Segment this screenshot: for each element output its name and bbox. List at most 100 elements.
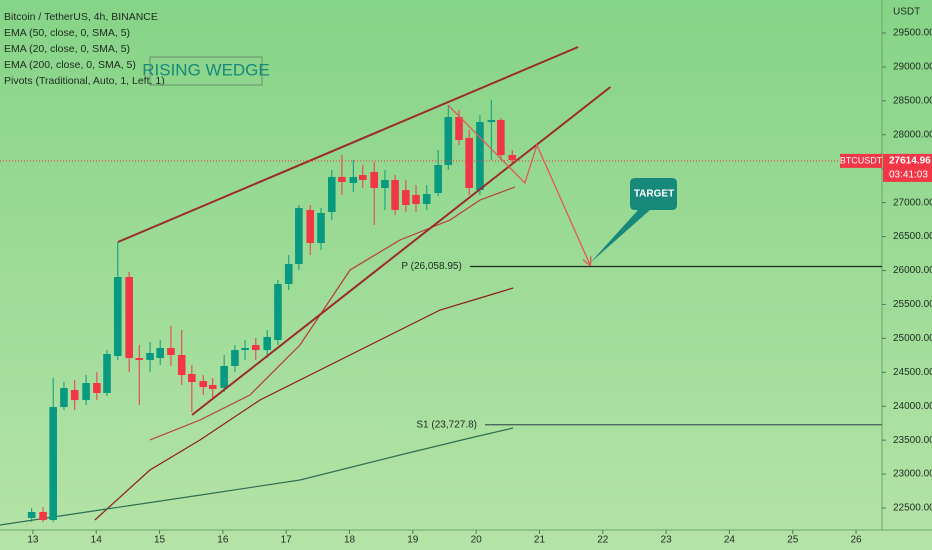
currency-label: USDT <box>893 7 920 18</box>
candle-body <box>434 164 442 193</box>
y-tick-label: 25500.00 <box>893 299 932 310</box>
pattern-label: RISING WEDGE <box>142 60 270 79</box>
chart-title: Bitcoin / TetherUS, 4h, BINANCE <box>4 11 158 23</box>
pivot-label: P (26,058.95) <box>401 261 461 272</box>
legend-entry: EMA (200, close, 0, SMA, 5) <box>4 59 136 71</box>
candle-body <box>274 284 282 340</box>
price-label: 27614.96 <box>889 156 931 167</box>
candle-body <box>476 122 484 191</box>
x-tick-label: 24 <box>724 535 736 546</box>
wedge-line <box>117 46 579 243</box>
x-tick-label: 19 <box>407 535 419 546</box>
symbol-tag <box>840 153 882 168</box>
candle-body <box>370 171 379 188</box>
candle-body <box>231 350 239 366</box>
y-tick-label: 28000.00 <box>893 129 932 140</box>
candle-body <box>70 390 79 401</box>
candle-body <box>465 137 473 188</box>
y-tick-label: 29000.00 <box>893 62 932 73</box>
candle-body <box>241 347 249 351</box>
x-tick-label: 26 <box>850 535 862 546</box>
ema-line <box>94 287 514 521</box>
wedge-line <box>191 86 612 416</box>
projection-arrow <box>447 104 590 265</box>
y-tick-label: 26500.00 <box>893 231 932 242</box>
candle-body <box>444 116 453 165</box>
candle-body <box>295 207 303 264</box>
pivot-label: S1 (23,727.8) <box>416 419 477 430</box>
candle-body <box>146 353 154 361</box>
symbol-label: BTCUSDT <box>840 155 883 165</box>
ema-line <box>0 427 514 526</box>
x-tick-label: 25 <box>787 535 799 546</box>
candle-body <box>381 179 389 188</box>
target-label: TARGET <box>634 189 674 200</box>
y-tick-label: 26000.00 <box>893 265 932 276</box>
candle-body <box>391 179 399 210</box>
y-tick-label: 23000.00 <box>893 469 932 480</box>
candle-body <box>317 213 325 244</box>
candle-body <box>306 209 315 244</box>
candle-body <box>135 358 144 361</box>
candle-body <box>327 176 336 212</box>
candle-body <box>338 176 346 183</box>
candle-body <box>455 116 463 140</box>
candle-body <box>220 365 228 389</box>
indicator-label: Pivots (Traditional, Auto, 1, Left, 1) <box>4 75 165 87</box>
x-tick-label: 15 <box>154 535 166 546</box>
y-tick-label: 24000.00 <box>893 401 932 412</box>
candle-body <box>487 119 496 123</box>
y-tick-label: 22500.00 <box>893 503 932 514</box>
candle-body <box>251 345 260 351</box>
pattern-box <box>149 56 263 86</box>
y-tick-label: 23500.00 <box>893 435 932 446</box>
legend-entry: EMA (20, close, 0, SMA, 5) <box>4 43 130 55</box>
x-tick-label: 22 <box>597 535 609 546</box>
candle-body <box>60 388 68 408</box>
candle-body <box>199 381 208 388</box>
x-tick-label: 21 <box>534 535 546 546</box>
y-tick-label: 25000.00 <box>893 333 932 344</box>
candle-body <box>49 407 57 521</box>
candle-body <box>177 354 186 376</box>
candle-body <box>82 383 90 401</box>
target-callout <box>590 178 677 263</box>
candle-body <box>27 512 36 518</box>
y-tick-label: 28500.00 <box>893 95 932 106</box>
candle-body <box>349 176 358 184</box>
candle-body <box>167 347 175 355</box>
candle-body <box>156 347 164 359</box>
y-tick-label: 29500.00 <box>893 28 932 39</box>
candle-body <box>39 512 47 521</box>
candle-body <box>497 119 505 155</box>
candle-body <box>284 263 293 285</box>
candle-body <box>263 337 271 351</box>
plot <box>0 46 882 526</box>
x-tick-label: 17 <box>281 535 293 546</box>
candle-body <box>402 190 410 206</box>
x-tick-label: 13 <box>27 535 39 546</box>
y-tick-label: 27000.00 <box>893 197 932 208</box>
x-tick-label: 18 <box>344 535 356 546</box>
candle-body <box>359 175 367 180</box>
candle-body <box>113 277 122 357</box>
candle-body <box>103 354 111 393</box>
ema-line <box>149 186 516 441</box>
candle-body <box>188 373 196 382</box>
price-tag <box>883 153 932 182</box>
x-tick-label: 14 <box>91 535 103 546</box>
legend-entry: EMA (50, close, 0, SMA, 5) <box>4 27 130 39</box>
candle-body <box>508 154 517 161</box>
candle-body <box>93 383 101 393</box>
candle-body <box>125 277 133 359</box>
y-tick-label: 24500.00 <box>893 367 932 378</box>
candle-body <box>422 194 431 204</box>
countdown-label: 03:41:03 <box>889 170 928 181</box>
x-tick-label: 20 <box>471 535 483 546</box>
x-tick-label: 23 <box>661 535 673 546</box>
candle-body <box>208 384 217 389</box>
x-tick-label: 16 <box>217 535 229 546</box>
candle-body <box>412 194 420 204</box>
